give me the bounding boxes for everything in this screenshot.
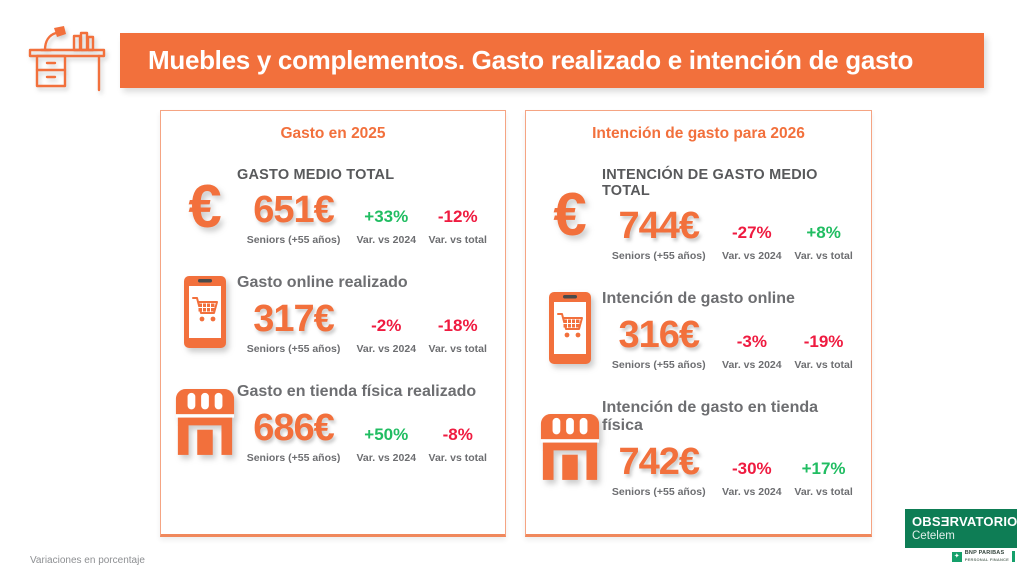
var-2024-caption: Var. vs 2024	[356, 234, 417, 246]
bnp-paribas-logo: ✦ BNP PARIBAS PERSONAL FINANCE	[905, 551, 1017, 562]
var-2024-value: +50%	[364, 425, 409, 444]
var-total-value: +8%	[806, 223, 841, 242]
bnp-star-icon: ✦	[951, 551, 962, 562]
phone-cart-icon	[548, 291, 592, 370]
metric-heading: Intención de gasto online	[602, 290, 795, 307]
var-2024-caption: Var. vs 2024	[356, 343, 417, 355]
metric-row-online: Gasto online realizado 317€ Seniors (+55…	[171, 274, 495, 355]
var-total-caption: Var. vs total	[428, 343, 487, 355]
panel-title: Gasto en 2025	[280, 125, 386, 142]
metric-heading: GASTO MEDIO TOTAL	[237, 167, 395, 183]
metric-value-block: 651€ Seniors (+55 años)	[237, 191, 350, 246]
logo-observatorio-text: OBSƎRVATORIO	[912, 514, 1018, 529]
var-2024-block: +33% Var. vs 2024	[350, 207, 422, 246]
metric-value-block: 317€ Seniors (+55 años)	[237, 300, 350, 355]
var-2024-value: -27%	[731, 223, 772, 242]
bnp-brand-text: BNP PARIBAS	[964, 550, 1005, 557]
var-2024-value: +33%	[364, 207, 409, 226]
var-total-caption: Var. vs total	[794, 359, 853, 371]
var-2024-caption: Var. vs 2024	[722, 250, 782, 262]
var-2024-value: -3%	[736, 332, 767, 351]
metric-heading: INTENCIÓN DE GASTO MEDIO TOTAL	[602, 167, 818, 199]
var-total-caption: Var. vs total	[794, 486, 853, 498]
var-total-value: -8%	[442, 425, 473, 444]
panel-intencion-2026: Intención de gasto para 2026 € INTENCIÓN…	[525, 110, 872, 537]
store-icon	[539, 412, 601, 485]
title-banner: Muebles y complementos. Gasto realizado …	[120, 33, 984, 88]
metric-heading: Intención de gasto en tienda física	[602, 399, 819, 434]
metric-value-caption: Seniors (+55 años)	[246, 452, 341, 464]
var-2024-block: -30% Var. vs 2024	[716, 459, 789, 498]
store-icon	[174, 387, 236, 460]
var-total-block: +17% Var. vs total	[788, 459, 859, 498]
var-2024-value: -2%	[371, 316, 402, 335]
metric-value-block: 686€ Seniors (+55 años)	[237, 409, 350, 464]
metric-value: 651€	[253, 189, 335, 231]
metric-value: 316€	[618, 314, 700, 356]
logo-green-box: OBSƎRVATORIO Cetelem	[905, 509, 1017, 548]
var-2024-caption: Var. vs 2024	[722, 486, 782, 498]
var-total-block: -18% Var. vs total	[422, 316, 493, 355]
metric-heading: Gasto en tienda física realizado	[237, 383, 477, 400]
footnote: Variaciones en porcentaje	[30, 555, 145, 566]
metric-value-caption: Seniors (+55 años)	[611, 486, 706, 498]
metric-value: 744€	[618, 205, 700, 247]
var-2024-value: -30%	[731, 459, 772, 478]
panel-gasto-2025: Gasto en 2025 € GASTO MEDIO TOTAL 651€ S…	[160, 110, 506, 537]
metric-heading: Gasto online realizado	[237, 274, 408, 291]
bnp-brand-subtext: PERSONAL FINANCE	[964, 556, 1009, 562]
var-total-caption: Var. vs total	[428, 234, 487, 246]
var-2024-caption: Var. vs 2024	[722, 359, 782, 371]
desk-icon	[28, 22, 106, 94]
metric-value-block: 742€ Seniors (+55 años)	[602, 443, 716, 498]
observatorio-cetelem-logo: OBSƎRVATORIO Cetelem ✦ BNP PARIBAS PERSO…	[905, 509, 1017, 562]
page-title: Muebles y complementos. Gasto realizado …	[148, 45, 914, 75]
var-total-value: -19%	[803, 332, 844, 351]
var-2024-block: -2% Var. vs 2024	[350, 316, 422, 355]
var-2024-block: -3% Var. vs 2024	[716, 332, 789, 371]
metric-row-total: € GASTO MEDIO TOTAL 651€ Seniors (+55 añ…	[171, 167, 495, 246]
metric-value: 686€	[253, 407, 335, 449]
bnp-bar-icon	[1012, 551, 1015, 562]
metric-value: 317€	[253, 298, 335, 340]
euro-icon: €	[553, 180, 587, 248]
var-total-block: +8% Var. vs total	[788, 223, 859, 262]
metric-value-caption: Seniors (+55 años)	[246, 343, 341, 355]
metric-value-caption: Seniors (+55 años)	[611, 250, 706, 262]
phone-cart-icon	[183, 275, 227, 354]
panel-title: Intención de gasto para 2026	[592, 125, 805, 142]
var-total-value: -18%	[437, 316, 478, 335]
metric-row-store: Intención de gasto en tienda física 742€…	[536, 399, 861, 498]
metric-row-total: € INTENCIÓN DE GASTO MEDIO TOTAL 744€ Se…	[536, 167, 861, 262]
var-total-caption: Var. vs total	[794, 250, 853, 262]
var-total-block: -19% Var. vs total	[788, 332, 859, 371]
var-2024-block: -27% Var. vs 2024	[716, 223, 789, 262]
var-total-value: +17%	[801, 459, 846, 478]
metric-value-block: 316€ Seniors (+55 años)	[602, 316, 716, 371]
logo-cetelem-text: Cetelem	[912, 530, 955, 542]
metric-row-online: Intención de gasto online 316€ Seniors (…	[536, 290, 861, 371]
metric-value-block: 744€ Seniors (+55 años)	[602, 207, 716, 262]
var-2024-caption: Var. vs 2024	[356, 452, 417, 464]
var-total-block: -8% Var. vs total	[422, 425, 493, 464]
metric-value-caption: Seniors (+55 años)	[611, 359, 706, 371]
metric-row-store: Gasto en tienda física realizado 686€ Se…	[171, 383, 495, 464]
var-total-block: -12% Var. vs total	[422, 207, 493, 246]
euro-icon: €	[188, 172, 222, 240]
metric-value: 742€	[618, 441, 700, 483]
var-total-caption: Var. vs total	[428, 452, 487, 464]
var-total-value: -12%	[437, 207, 478, 226]
metric-value-caption: Seniors (+55 años)	[246, 234, 341, 246]
var-2024-block: +50% Var. vs 2024	[350, 425, 422, 464]
